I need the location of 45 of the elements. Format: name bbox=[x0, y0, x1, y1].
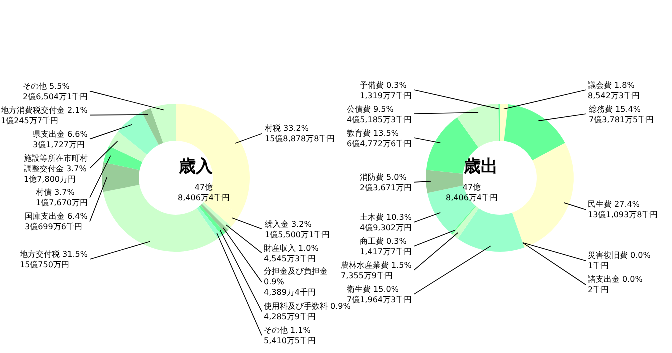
donut-slice bbox=[500, 104, 508, 142]
slice-label: 商工費 0.3% 1,417万7千円 bbox=[360, 237, 412, 256]
slice-label: 総務費 15.4% 7億3,781万5千円 bbox=[588, 105, 654, 124]
slice-label: 農林水産業費 1.5% 7,355万9千円 bbox=[341, 261, 412, 280]
slice-label: 教育費 13.5% 6億4,772万6千円 bbox=[347, 129, 412, 148]
donut-slice bbox=[426, 118, 479, 174]
slice-label: 消防費 5.0% 2億3,671万円 bbox=[360, 173, 412, 192]
donut-slice bbox=[142, 108, 164, 146]
slice-label: 地方消費税交付金 2.1% 1億245万7千円 bbox=[0, 106, 88, 126]
slice-label: その他 1.1% 5,410万5千円 bbox=[264, 326, 316, 346]
donut-slice bbox=[457, 104, 500, 148]
donut-slice bbox=[109, 132, 148, 162]
text: 47億 8,406万4千円 bbox=[446, 183, 498, 202]
slice-label: 財産収入 1.0% 4,545万3千円 bbox=[264, 244, 320, 264]
slice-label: 繰入金 3.2% 1億5,500万1千円 bbox=[264, 220, 330, 240]
slice-label: 地方交付税 31.5% 15億750万円 bbox=[19, 250, 88, 270]
donut-slice bbox=[452, 206, 480, 239]
donut-slice bbox=[451, 206, 476, 235]
donut-slice bbox=[102, 162, 140, 192]
slice-label: 村債 3.7% 1億7,670万円 bbox=[35, 188, 88, 208]
category-label: 諸支出金 0.0% 2千円 bbox=[588, 275, 643, 294]
slice-label: 民生費 27.4% 13億1,093万8千円 bbox=[588, 200, 658, 220]
donut-slice bbox=[104, 146, 143, 170]
category-label: 災害復旧費 0.0% 1千円 bbox=[588, 251, 651, 270]
slice-label: 村税 33.2% 15億8,878万8千円 bbox=[264, 124, 336, 144]
text: 47億 8,406万4千円 bbox=[178, 183, 230, 202]
slice-label: 分担金及び負担金 0.9% 4,389万4千円 bbox=[264, 267, 328, 297]
text: 歳入 bbox=[178, 157, 214, 177]
slice-label: 議会費 1.8% 8,542万3千円 bbox=[588, 81, 640, 100]
slice-label: 施設等所在市町村調整交付金 3.7% 1億7,800万円 bbox=[24, 154, 88, 184]
donut-slice bbox=[118, 112, 159, 155]
slice-label: 公債費 9.5% 4億5,185万3千円 bbox=[347, 105, 412, 124]
slice-label: 予備費 0.3% 1,319万7千円 bbox=[360, 81, 412, 100]
slice-label: 衛生費 15.0% 7億1,964万3千円 bbox=[347, 285, 412, 304]
slice-label: 土木費 10.3% 4億9,302万円 bbox=[360, 213, 412, 232]
slice-label: 使用料及び手数料 0.9% 4,285万9千円 bbox=[264, 302, 352, 322]
donut-slice bbox=[512, 143, 574, 248]
donut-slice bbox=[150, 104, 176, 144]
donut-slice bbox=[458, 208, 525, 252]
donut-slice bbox=[504, 104, 566, 161]
slice-label: その他 5.5% 2億6,504万1千円 bbox=[23, 82, 88, 102]
text: 歳出 bbox=[463, 157, 498, 177]
slice-label: 国庫支出金 6.4% 3億699万6千円 bbox=[25, 212, 88, 232]
slice-label: 県支出金 6.6% 3億1,727万円 bbox=[33, 130, 88, 150]
donut-slice bbox=[426, 170, 464, 194]
